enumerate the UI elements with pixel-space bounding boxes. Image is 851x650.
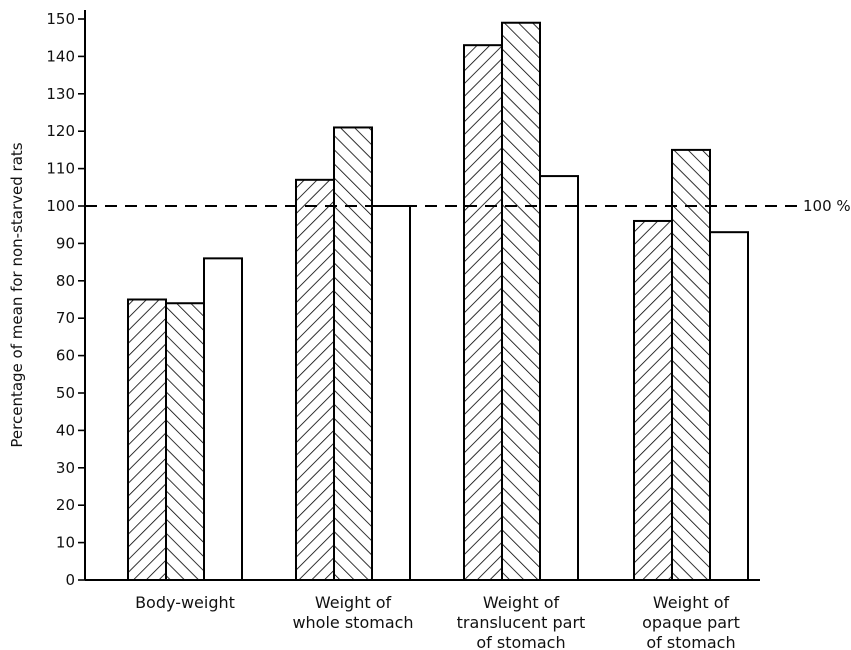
y-tick-label: 110 (46, 160, 75, 178)
category-label: Weight of (483, 593, 560, 612)
bar-series-1-category-3 (463, 44, 503, 582)
y-tick-label: 30 (56, 459, 75, 477)
y-axis: 0 10 20 30 40 50 60 70 80 90 100 110 120 130 140 150 (46, 10, 86, 589)
bar-series-2-category-4 (671, 148, 711, 581)
y-tick-label: 90 (56, 234, 75, 252)
category-label: of stomach (476, 633, 565, 650)
bar-series-2-category-1 (165, 302, 205, 581)
bar-series-3-category-1 (203, 257, 243, 581)
y-tick-label: 50 (56, 384, 75, 402)
bar-series-2-category-2 (333, 126, 373, 582)
y-tick-label: 70 (56, 309, 75, 327)
bar-series-3-category-2 (371, 205, 411, 581)
y-tick-label: 120 (46, 122, 75, 140)
bar-series-3-category-3 (539, 175, 579, 582)
y-tick-label: 150 (46, 10, 75, 28)
bar-series-3-category-4 (709, 231, 749, 581)
y-tick-label: 80 (56, 272, 75, 290)
y-tick-label: 60 (56, 347, 75, 365)
y-axis-title: Percentage of mean for non-starved rats (8, 142, 26, 447)
bar-series-1-category-2 (295, 178, 335, 581)
category-label: of stomach (646, 633, 735, 650)
category-label: translucent part (457, 613, 586, 632)
y-tick-label: 10 (56, 534, 75, 552)
y-tick-label: 40 (56, 421, 75, 439)
bar-series-2-category-3 (501, 21, 541, 582)
y-tick-label: 100 (46, 197, 75, 215)
y-tick-label: 20 (56, 496, 75, 514)
category-label: Body-weight (135, 593, 235, 612)
y-tick-label: 140 (46, 47, 75, 65)
category-label: Weight of (653, 593, 730, 612)
bar-series-1-category-4 (633, 219, 673, 582)
category-label: opaque part (642, 613, 740, 632)
category-label: whole stomach (292, 613, 413, 632)
y-tick-group: 0 10 20 30 40 50 60 70 80 90 100 110 120 130 140 150 (46, 10, 85, 589)
reference-line-label: 100 % (803, 197, 851, 215)
bar-series-1-category-1 (127, 298, 167, 581)
y-tick-label: 130 (46, 85, 75, 103)
y-tick-label: 0 (65, 571, 75, 589)
bar-group (127, 21, 749, 582)
category-label: Weight of (315, 593, 392, 612)
